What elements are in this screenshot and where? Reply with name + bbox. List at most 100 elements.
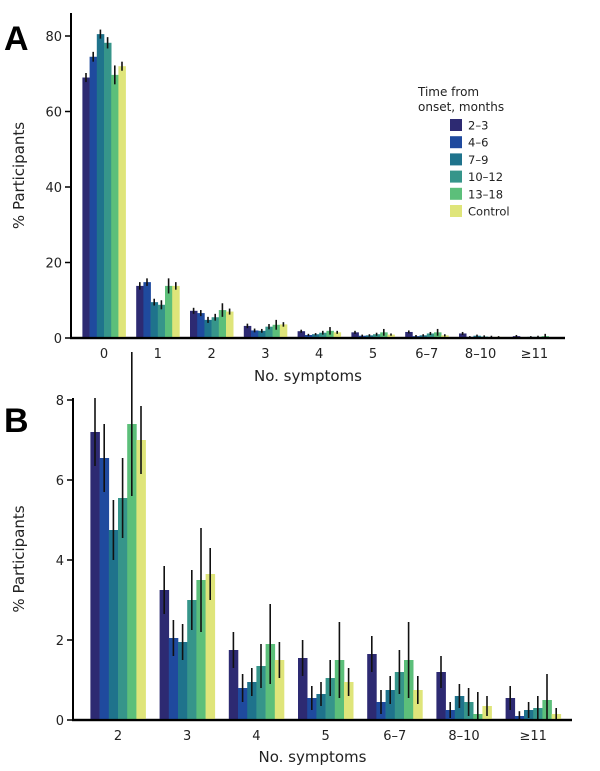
legend: Time from onset, months 2–3 4–6 7–9 10–12 13…: [417, 85, 510, 219]
x-tick-label: 6–7: [383, 729, 406, 744]
y-tick-label: 0: [54, 332, 62, 347]
bar: [143, 282, 151, 338]
x-tick-label: 2: [114, 729, 122, 744]
bar: [82, 77, 90, 339]
bar: [298, 658, 308, 720]
y-tick-label: 8: [56, 394, 64, 409]
x-tick-label: 4: [252, 729, 260, 744]
y-tick-label: 40: [45, 181, 62, 196]
panel-a-y-axis-title: % Participants: [10, 122, 28, 229]
bar: [165, 285, 173, 338]
legend-label: 2–3: [468, 119, 488, 133]
bar: [205, 574, 216, 720]
x-tick-label: 8–10: [448, 729, 479, 744]
bar: [297, 331, 306, 338]
bar: [159, 590, 170, 720]
bar: [304, 334, 313, 338]
bar: [218, 310, 227, 338]
bar: [394, 672, 405, 720]
x-tick-label: 2: [207, 347, 215, 362]
bar: [90, 432, 100, 720]
bar: [187, 600, 197, 720]
bar: [441, 335, 449, 338]
bar: [385, 690, 396, 720]
panel-b-x-axis-title: No. symptoms: [259, 748, 367, 766]
y-tick-label: 0: [56, 714, 64, 729]
bar: [419, 335, 428, 338]
legend-swatch: [450, 205, 462, 217]
x-tick-label: ≥11: [519, 729, 546, 744]
bar: [333, 332, 342, 338]
bar: [373, 334, 381, 338]
bar: [272, 324, 281, 338]
panel-b-letter: B: [4, 402, 29, 440]
legend-label: 7–9: [468, 153, 488, 167]
x-tick-label: 0: [100, 347, 108, 362]
bar: [96, 34, 105, 339]
x-tick-label: 5: [321, 729, 329, 744]
y-tick-label: 80: [45, 30, 62, 45]
bar: [190, 310, 198, 338]
legend-label: Control: [468, 205, 510, 219]
panel-b-y-axis-title: % Participants: [10, 505, 28, 612]
bar: [243, 325, 252, 338]
x-tick-label: 3: [183, 729, 191, 744]
panel-b-bars: [72, 352, 572, 722]
y-tick-label: 6: [56, 474, 64, 489]
bar: [168, 638, 179, 720]
x-tick-label: 6–7: [415, 347, 438, 362]
bar: [459, 333, 467, 338]
bar: [111, 74, 119, 338]
legend-label: 10–12: [468, 170, 503, 184]
bar: [367, 654, 377, 720]
bar: [256, 666, 266, 720]
legend-swatch: [450, 170, 462, 183]
bar: [387, 334, 395, 338]
bar: [196, 580, 206, 720]
bar: [312, 334, 320, 338]
bar: [279, 324, 288, 338]
bar: [405, 331, 413, 338]
bar: [316, 694, 326, 720]
legend-title-line2: onset, months: [418, 100, 504, 114]
x-tick-label: 8–10: [465, 347, 496, 362]
y-tick-label: 20: [45, 257, 62, 272]
bar: [351, 332, 359, 338]
bar: [251, 330, 259, 338]
bar: [413, 690, 423, 720]
bar: [365, 335, 374, 338]
legend-swatch: [450, 153, 462, 166]
bar: [344, 682, 354, 720]
bar: [319, 332, 327, 338]
panel-a: A 0 20 40 60 80 0 1 2 3 4 5 6–7 8–10 ≥11 No. symptoms…: [4, 13, 565, 385]
bar: [172, 285, 180, 338]
bar: [89, 56, 98, 338]
bar: [127, 424, 137, 720]
bar: [325, 678, 336, 720]
bar: [211, 317, 220, 338]
bar: [426, 333, 435, 338]
bar: [178, 642, 188, 720]
bar: [104, 42, 112, 339]
y-tick-label: 4: [56, 554, 64, 569]
bar: [238, 688, 248, 720]
bar: [197, 313, 205, 338]
bar: [136, 285, 144, 338]
x-tick-label: 5: [369, 347, 377, 362]
bar: [150, 302, 159, 338]
bar: [247, 682, 257, 720]
bar: [108, 530, 119, 720]
bar: [265, 326, 273, 338]
bar: [228, 650, 239, 720]
bar: [157, 304, 166, 338]
bar: [204, 319, 212, 338]
bar: [226, 311, 234, 338]
panel-a-x-axis-title: No. symptoms: [254, 367, 362, 385]
bar: [118, 498, 128, 720]
legend-title-line1: Time from: [417, 85, 479, 99]
bar: [118, 66, 126, 338]
x-tick-label: ≥11: [521, 347, 548, 362]
legend-swatch: [450, 136, 462, 149]
bar: [274, 660, 285, 720]
